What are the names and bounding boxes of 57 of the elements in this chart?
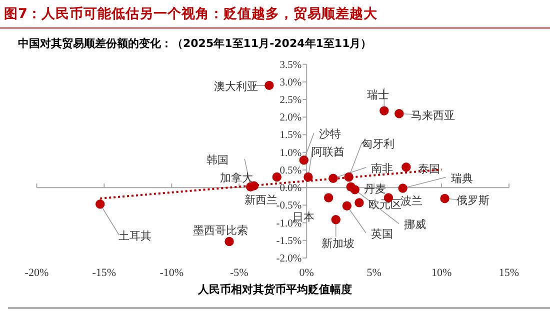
point [272, 172, 282, 182]
chart-subtitle: 中国对其贸易顺差份额的变化：（2025年1至11月-2024年1至11月） [18, 37, 372, 50]
annotation: 韩国 [206, 153, 229, 166]
x-tick-label: 15% [498, 267, 520, 279]
point [394, 109, 404, 118]
x-tick-label: -20% [24, 267, 49, 279]
point [346, 182, 356, 192]
y-tick-label: 2.5% [280, 95, 302, 106]
annotation: 墨西哥比索 [192, 224, 248, 237]
y-tick-label: 1.0% [280, 148, 302, 159]
point [299, 155, 308, 165]
chart-title: 图7：人民币可能低估另一个视角：贬值越多，贸易顺差越大 [4, 5, 378, 22]
y-tick-label: 1.5% [280, 130, 302, 142]
annotation: 瑞士 [367, 88, 390, 102]
x-tick-label: 10% [431, 267, 452, 279]
annotation: 沙特 [318, 128, 341, 141]
annotation: 澳大利亚 [214, 80, 258, 93]
point [402, 162, 411, 172]
x-axis-title: 人民币相对其货币平均贬值幅度 [197, 283, 352, 296]
point [264, 80, 274, 90]
annotation: 加拿大 [220, 172, 253, 184]
point [224, 236, 234, 246]
point [324, 193, 334, 202]
point [96, 200, 105, 209]
point [304, 172, 313, 182]
y-tick-label: 0.5% [280, 165, 302, 176]
y-tick-label: -1.5% [276, 236, 302, 247]
annotation: 南非 [371, 162, 394, 175]
annotation: 新西兰 [244, 193, 278, 206]
point [354, 198, 364, 208]
x-tick-label: 0% [299, 267, 314, 279]
x-tick-label: -15% [92, 267, 116, 279]
annotation: 挪威 [404, 218, 426, 232]
y-tick-label: -2.0% [276, 254, 302, 264]
annotation: 阿联酋 [312, 146, 345, 158]
y-tick-label: -0.5% [276, 200, 302, 212]
y-tick-label: 2.0% [280, 112, 302, 124]
x-tick-label: 5% [366, 267, 382, 279]
point [331, 215, 340, 224]
annotation: 波兰 [400, 194, 422, 208]
annotation: 土耳其 [118, 230, 152, 243]
point [342, 201, 352, 210]
annotation: 丹麦 [364, 182, 386, 196]
y-tick-label: 0.0% [280, 183, 302, 194]
point [398, 184, 408, 193]
annotation: 新加坡 [321, 237, 354, 250]
x-tick-label: -5% [230, 267, 248, 279]
x-tick-label: -10% [160, 267, 184, 279]
annotation: 俄罗斯 [456, 194, 490, 207]
y-tick-label: 3.5% [280, 60, 302, 71]
point [440, 194, 450, 204]
annotation: 瑞典 [450, 172, 473, 185]
y-tick-label: 3.0% [280, 77, 302, 88]
annotation: 英国 [370, 227, 393, 240]
annotation: 匈牙利 [361, 138, 394, 150]
point [380, 106, 389, 116]
annotation: 马来西亚 [411, 109, 456, 122]
